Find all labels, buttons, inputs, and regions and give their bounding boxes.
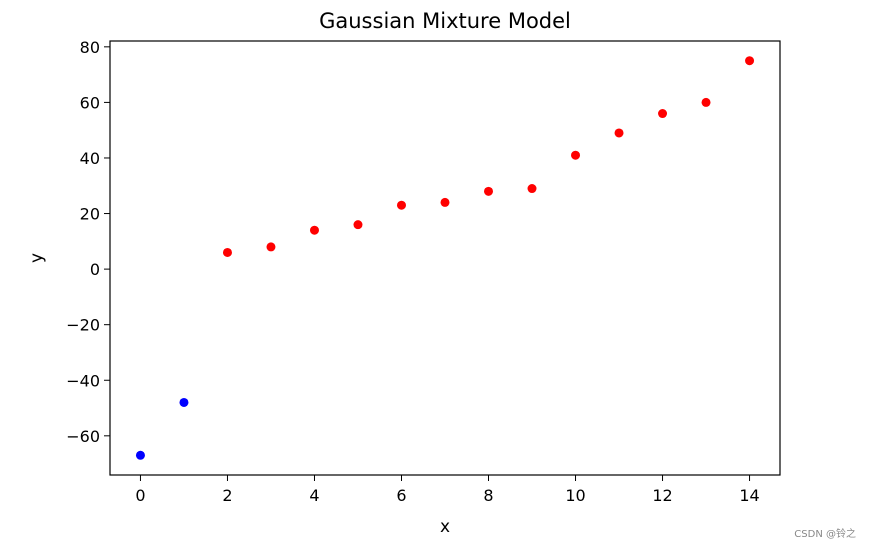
data-point xyxy=(614,128,624,138)
data-point xyxy=(527,184,537,194)
y-tick-label: 40 xyxy=(80,149,100,168)
data-point xyxy=(701,97,711,107)
data-point xyxy=(222,247,232,257)
series-1 xyxy=(222,56,755,257)
y-tick-label: 80 xyxy=(80,38,100,57)
data-point xyxy=(440,197,450,207)
watermark: CSDN @铃之 xyxy=(794,529,856,540)
data-point xyxy=(266,242,276,252)
y-tick-label: −60 xyxy=(66,427,100,446)
x-tick-label: 10 xyxy=(565,486,585,505)
chart-title: Gaussian Mixture Model xyxy=(319,9,571,33)
x-tick-label: 8 xyxy=(483,486,493,505)
y-tick-label: 0 xyxy=(90,260,100,279)
plot-frame xyxy=(109,40,781,476)
data-point xyxy=(396,200,406,210)
plot-area xyxy=(135,56,755,460)
data-point xyxy=(658,109,668,119)
y-tick-label: 60 xyxy=(80,93,100,112)
y-axis: −60 −40 −20 0 20 40 60 80 xyxy=(66,38,110,446)
x-tick-label: 4 xyxy=(309,486,319,505)
data-point xyxy=(353,220,363,230)
x-tick-label: 12 xyxy=(652,486,672,505)
y-axis-label: y xyxy=(27,253,47,263)
data-point xyxy=(484,186,494,196)
data-point xyxy=(309,225,319,235)
x-tick-label: 2 xyxy=(222,486,232,505)
y-tick-label: −40 xyxy=(66,371,100,390)
x-tick-label: 6 xyxy=(396,486,406,505)
x-tick-label: 14 xyxy=(739,486,759,505)
x-axis-label: x xyxy=(440,517,450,537)
y-tick-label: −20 xyxy=(66,316,100,335)
x-tick-label: 0 xyxy=(135,486,145,505)
y-tick-label: 20 xyxy=(80,205,100,224)
data-point xyxy=(135,450,145,460)
data-point xyxy=(179,397,189,407)
series-0 xyxy=(135,397,189,460)
data-point xyxy=(571,150,581,160)
x-axis: 0 2 4 6 8 10 12 14 xyxy=(135,475,760,505)
data-point xyxy=(745,56,755,66)
